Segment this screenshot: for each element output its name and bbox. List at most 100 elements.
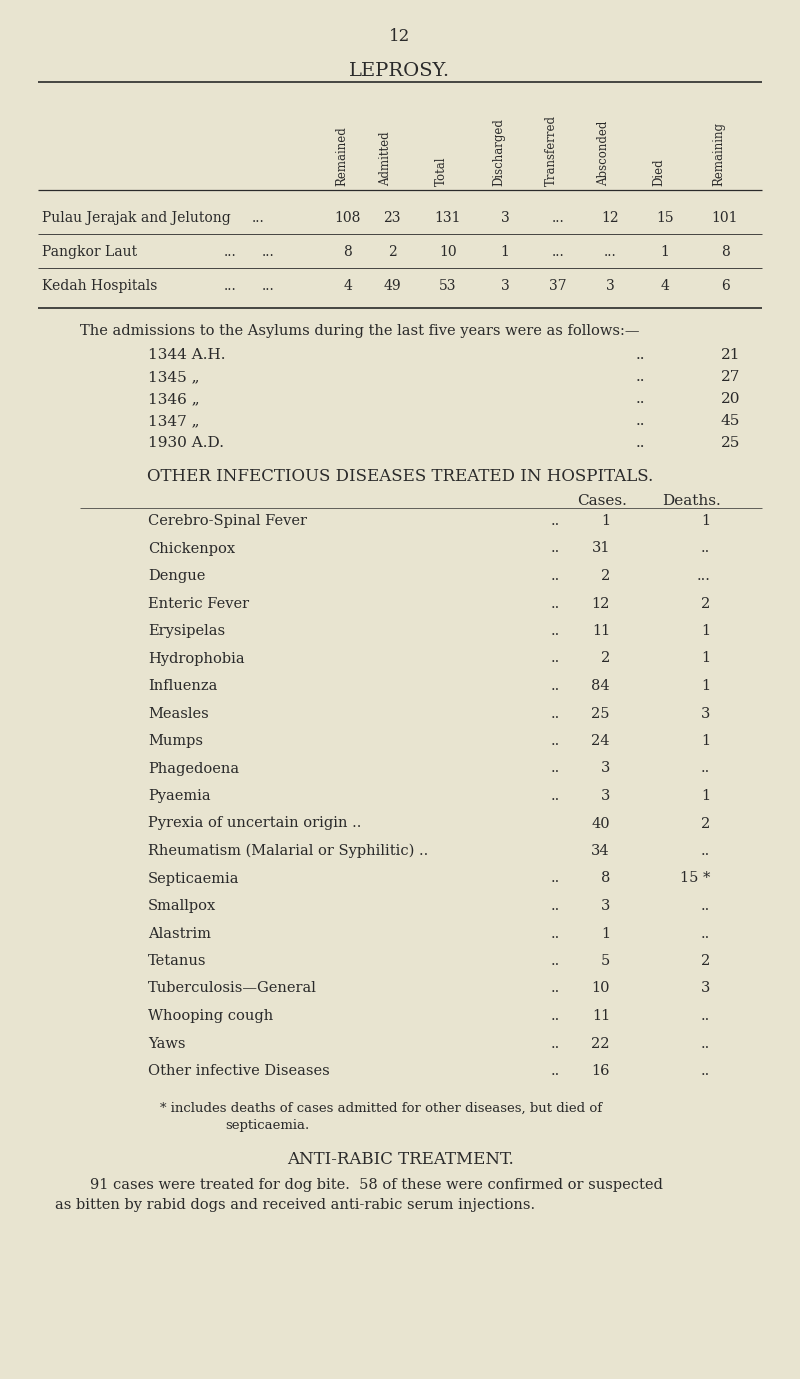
Text: 2: 2: [601, 651, 610, 666]
Text: 16: 16: [591, 1065, 610, 1078]
Text: Erysipelas: Erysipelas: [148, 625, 225, 638]
Text: ..: ..: [550, 1065, 560, 1078]
Text: Discharged: Discharged: [492, 119, 505, 186]
Text: Pangkor Laut: Pangkor Laut: [42, 245, 137, 259]
Text: Tetanus: Tetanus: [148, 954, 206, 968]
Text: ..: ..: [550, 982, 560, 996]
Text: ..: ..: [701, 844, 710, 858]
Text: ..: ..: [550, 651, 560, 666]
Text: 1: 1: [701, 734, 710, 747]
Text: 8: 8: [601, 872, 610, 885]
Text: 11: 11: [592, 1009, 610, 1023]
Text: Whooping cough: Whooping cough: [148, 1009, 274, 1023]
Text: 31: 31: [591, 542, 610, 556]
Text: ..: ..: [635, 348, 645, 363]
Text: Phagedoena: Phagedoena: [148, 761, 239, 775]
Text: Hydrophobia: Hydrophobia: [148, 651, 245, 666]
Text: ...: ...: [696, 570, 710, 583]
Text: 1: 1: [701, 651, 710, 666]
Text: as bitten by rabid dogs and received anti-rabic serum injections.: as bitten by rabid dogs and received ant…: [55, 1198, 535, 1212]
Text: 84: 84: [591, 678, 610, 694]
Text: ..: ..: [550, 789, 560, 803]
Text: Remaining: Remaining: [712, 121, 725, 186]
Text: 3: 3: [601, 761, 610, 775]
Text: 6: 6: [721, 279, 730, 292]
Text: ...: ...: [252, 211, 264, 225]
Text: 10: 10: [439, 245, 457, 259]
Text: 21: 21: [721, 348, 740, 363]
Text: 108: 108: [335, 211, 361, 225]
Text: Cerebro-Spinal Fever: Cerebro-Spinal Fever: [148, 514, 307, 528]
Text: 3: 3: [501, 279, 510, 292]
Text: ..: ..: [701, 542, 710, 556]
Text: ..: ..: [701, 1037, 710, 1051]
Text: ..: ..: [550, 570, 560, 583]
Text: 1: 1: [701, 678, 710, 694]
Text: ANTI-RABIC TREATMENT.: ANTI-RABIC TREATMENT.: [286, 1151, 514, 1168]
Text: ..: ..: [550, 927, 560, 940]
Text: 15: 15: [656, 211, 674, 225]
Text: 15 *: 15 *: [680, 872, 710, 885]
Text: 2: 2: [388, 245, 396, 259]
Text: Influenza: Influenza: [148, 678, 218, 694]
Text: ..: ..: [550, 761, 560, 775]
Text: ..: ..: [701, 1065, 710, 1078]
Text: 24: 24: [591, 734, 610, 747]
Text: 1346 „: 1346 „: [148, 392, 200, 405]
Text: ..: ..: [635, 414, 645, 427]
Text: Mumps: Mumps: [148, 734, 203, 747]
Text: ..: ..: [635, 370, 645, 383]
Text: 91 cases were treated for dog bite.  58 of these were confirmed or suspected: 91 cases were treated for dog bite. 58 o…: [90, 1178, 663, 1191]
Text: 1: 1: [661, 245, 670, 259]
Text: ..: ..: [550, 1037, 560, 1051]
Text: Tuberculosis—General: Tuberculosis—General: [148, 982, 317, 996]
Text: ..: ..: [550, 514, 560, 528]
Text: Remained: Remained: [335, 127, 348, 186]
Text: 34: 34: [591, 844, 610, 858]
Text: Total: Total: [435, 156, 448, 186]
Text: 1: 1: [701, 625, 710, 638]
Text: The admissions to the Asylums during the last five years were as follows:—: The admissions to the Asylums during the…: [80, 324, 639, 338]
Text: 1: 1: [501, 245, 510, 259]
Text: 2: 2: [601, 570, 610, 583]
Text: ..: ..: [635, 436, 645, 450]
Text: ..: ..: [701, 927, 710, 940]
Text: * includes deaths of cases admitted for other diseases, but died of: * includes deaths of cases admitted for …: [160, 1102, 602, 1114]
Text: ..: ..: [550, 1009, 560, 1023]
Text: ..: ..: [550, 706, 560, 720]
Text: 101: 101: [712, 211, 738, 225]
Text: Cases.: Cases.: [577, 494, 627, 507]
Text: 25: 25: [721, 436, 740, 450]
Text: 11: 11: [592, 625, 610, 638]
Text: ...: ...: [604, 245, 616, 259]
Text: Absconded: Absconded: [597, 120, 610, 186]
Text: ..: ..: [701, 899, 710, 913]
Text: 4: 4: [661, 279, 670, 292]
Text: ..: ..: [550, 954, 560, 968]
Text: Died: Died: [652, 159, 665, 186]
Text: Enteric Fever: Enteric Fever: [148, 597, 249, 611]
Text: Rheumatism (Malarial or Syphilitic) ..: Rheumatism (Malarial or Syphilitic) ..: [148, 844, 428, 858]
Text: 27: 27: [721, 370, 740, 383]
Text: septicaemia.: septicaemia.: [225, 1118, 310, 1132]
Text: LEPROSY.: LEPROSY.: [350, 62, 450, 80]
Text: 37: 37: [549, 279, 567, 292]
Text: ...: ...: [262, 279, 274, 292]
Text: 23: 23: [383, 211, 401, 225]
Text: ..: ..: [550, 872, 560, 885]
Text: 3: 3: [701, 706, 710, 720]
Text: 2: 2: [701, 597, 710, 611]
Text: 25: 25: [591, 706, 610, 720]
Text: Dengue: Dengue: [148, 570, 206, 583]
Text: 3: 3: [601, 899, 610, 913]
Text: Septicaemia: Septicaemia: [148, 872, 239, 885]
Text: Smallpox: Smallpox: [148, 899, 216, 913]
Text: ...: ...: [262, 245, 274, 259]
Text: Pulau Jerajak and Jelutong: Pulau Jerajak and Jelutong: [42, 211, 230, 225]
Text: ..: ..: [701, 761, 710, 775]
Text: ...: ...: [552, 211, 564, 225]
Text: ..: ..: [550, 597, 560, 611]
Text: 53: 53: [439, 279, 457, 292]
Text: ...: ...: [552, 245, 564, 259]
Text: 3: 3: [606, 279, 614, 292]
